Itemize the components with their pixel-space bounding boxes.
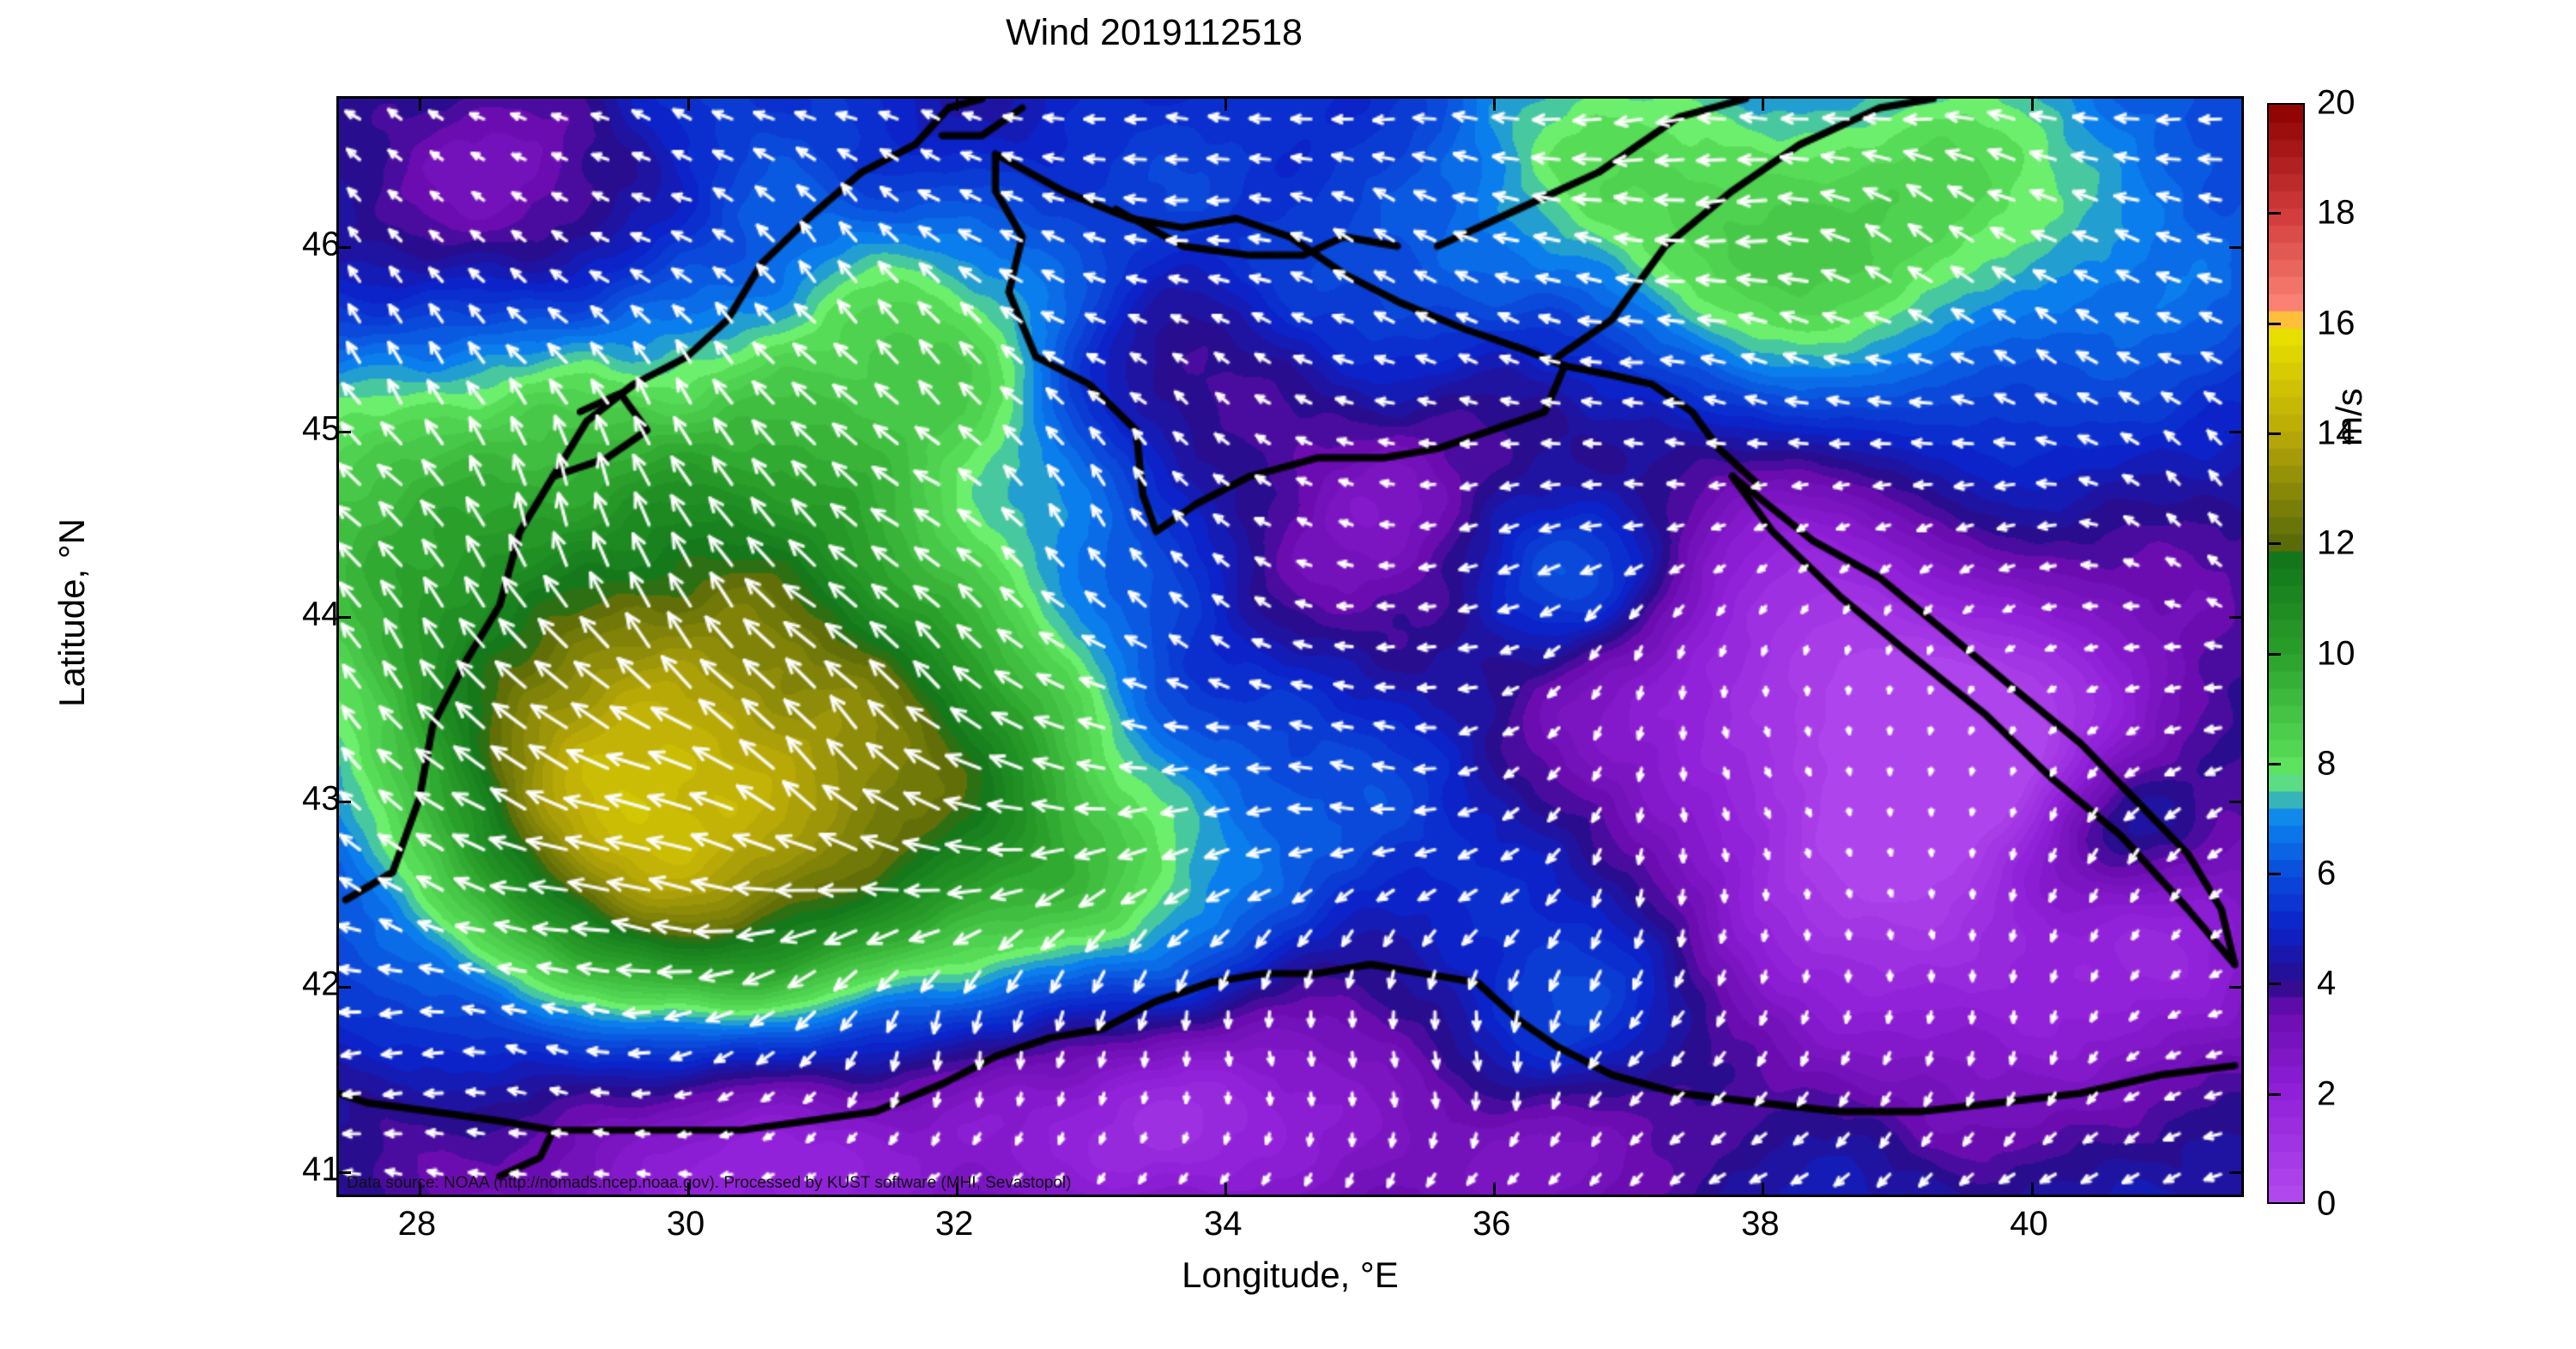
colorbar-tick-label: 4 [2317, 964, 2337, 1002]
page-title: Wind 2019112518 [1006, 12, 1303, 53]
colorbar-tick-label: 12 [2317, 523, 2355, 562]
y-tick-mark [339, 615, 351, 619]
y-tick-mark [2229, 245, 2241, 249]
x-tick-label: 28 [397, 1205, 437, 1243]
x-tick-mark [1225, 1183, 1228, 1195]
x-tick-mark [1493, 1183, 1497, 1195]
y-axis-label: Latitude, °N [51, 518, 92, 707]
colorbar-tick-mark [2267, 762, 2281, 765]
colorbar-tick-mark [2267, 212, 2281, 215]
y-tick-mark [339, 431, 351, 434]
map-plot-area[interactable] [336, 96, 2244, 1197]
x-tick-mark [687, 99, 691, 111]
y-tick-mark [2229, 986, 2241, 989]
x-tick-mark [1762, 99, 1765, 111]
x-tick-mark [418, 1183, 421, 1195]
x-tick-label: 38 [1741, 1205, 1780, 1243]
wind-field-canvas [339, 99, 2241, 1195]
colorbar-tick-label: 0 [2317, 1184, 2337, 1223]
x-tick-mark [1225, 99, 1228, 111]
x-tick-label: 36 [1472, 1205, 1511, 1243]
colorbar-tick-label: 2 [2317, 1074, 2337, 1113]
x-tick-mark [2030, 1183, 2034, 1195]
y-tick-mark [339, 245, 351, 249]
y-tick-mark [2229, 431, 2241, 434]
colorbar-tick-label: 16 [2317, 304, 2355, 342]
x-tick-mark [1493, 99, 1497, 111]
y-tick-mark [2229, 615, 2241, 619]
x-tick-label: 30 [666, 1205, 705, 1243]
colorbar-tick-mark [2267, 873, 2281, 876]
x-tick-mark [956, 1183, 959, 1195]
colorbar-tick-label: 8 [2317, 744, 2337, 783]
y-tick-mark [2229, 1171, 2241, 1174]
x-tick-mark [2030, 99, 2034, 111]
colorbar-tick-mark [2267, 432, 2281, 435]
colorbar-tick-label: 20 [2317, 83, 2355, 122]
y-tick-mark [339, 801, 351, 804]
x-axis-label: Longitude, °E [1182, 1255, 1399, 1295]
colorbar-tick-mark [2267, 983, 2281, 986]
colorbar-tick-mark [2267, 652, 2281, 656]
colorbar-tick-label: 18 [2317, 193, 2355, 232]
x-tick-label: 32 [934, 1205, 974, 1243]
y-tick-mark [339, 986, 351, 989]
x-tick-mark [956, 99, 959, 111]
x-tick-label: 34 [1203, 1205, 1243, 1243]
colorbar-tick-label: 10 [2317, 634, 2355, 672]
x-tick-mark [687, 1183, 691, 1195]
x-tick-mark [418, 99, 421, 111]
colorbar-tick-label: 6 [2317, 854, 2337, 892]
colorbar-tick-label: 14 [2317, 414, 2355, 452]
x-tick-mark [1762, 1183, 1765, 1195]
y-tick-mark [2229, 801, 2241, 804]
colorbar-tick-mark [2267, 542, 2281, 546]
colorbar-tick-mark [2267, 322, 2281, 325]
y-tick-mark [339, 1171, 351, 1174]
data-source-watermark: Data source: NOAA (http://nomads.ncep.no… [347, 1174, 1072, 1192]
x-tick-label: 40 [2010, 1205, 2048, 1243]
colorbar-tick-mark [2267, 1092, 2281, 1096]
